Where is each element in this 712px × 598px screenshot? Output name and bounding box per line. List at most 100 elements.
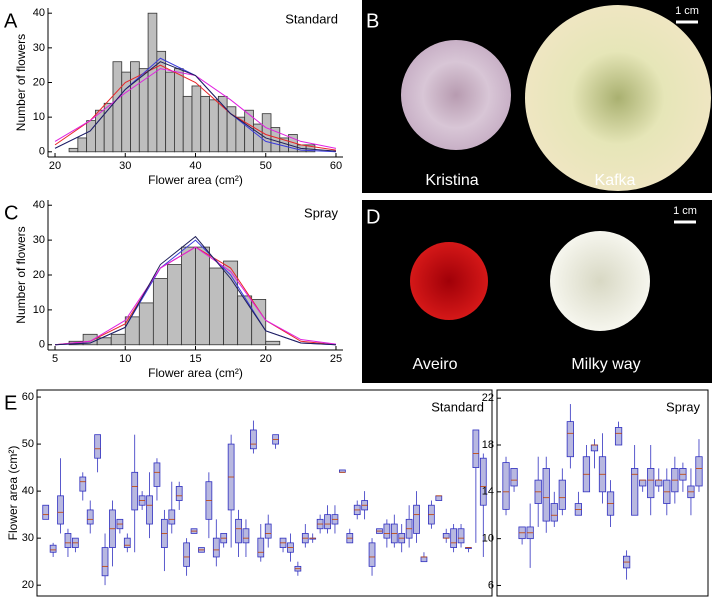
plot-frame [496, 389, 709, 597]
box [502, 462, 510, 510]
x-tick-label: 20 [49, 160, 61, 172]
bar [200, 95, 210, 153]
y-tick-label: 20 [22, 579, 34, 591]
y-tick-label: 0 [39, 339, 45, 351]
fit-curve [54, 235, 337, 346]
x-tick-label: 10 [119, 353, 131, 365]
bar [251, 299, 267, 346]
box [131, 471, 139, 511]
flower [525, 5, 711, 191]
y-tick-label: 22 [482, 392, 494, 404]
bar [191, 85, 202, 153]
box [550, 503, 558, 522]
box [264, 523, 272, 539]
annotation: Standard [285, 11, 338, 26]
box [631, 468, 639, 516]
box [175, 486, 183, 501]
y-tick-label: 30 [33, 234, 45, 246]
box [79, 476, 87, 492]
box [101, 547, 109, 577]
box [212, 537, 220, 558]
panel-label: D [366, 206, 380, 228]
photo-label: Milky way [571, 356, 640, 373]
bar [174, 68, 184, 153]
bar [226, 106, 237, 153]
bar [167, 264, 182, 346]
bar [68, 147, 79, 153]
y-tick-label: 18 [482, 439, 494, 451]
bar [103, 102, 114, 153]
box [123, 537, 131, 548]
plot-frame [36, 389, 493, 597]
bar [86, 120, 96, 153]
bar [223, 260, 239, 346]
bar [182, 95, 193, 153]
x-tick-label: 30 [119, 160, 131, 172]
box [146, 495, 153, 525]
y-tick-label: 60 [22, 391, 34, 403]
bar [138, 302, 154, 346]
y-tick-label: 10 [33, 111, 45, 123]
y-tick-label: 10 [33, 304, 45, 316]
y-axis-label: Number of flowers [14, 34, 28, 131]
box [655, 479, 663, 487]
y-tick-label: 0 [39, 146, 45, 158]
photo-label: Aveiro [412, 356, 457, 373]
box [42, 504, 50, 520]
annotation: Spray [304, 205, 338, 220]
bar [121, 71, 131, 153]
bar [110, 333, 126, 346]
annotation: Spray [666, 399, 700, 414]
panel-label: B [366, 10, 379, 32]
box [442, 533, 450, 539]
box [558, 479, 566, 510]
y-axis-label: Number of flowers [14, 226, 28, 323]
box [64, 533, 72, 548]
box [235, 518, 242, 544]
scale-label: 1 cm [675, 5, 699, 17]
x-tick-label: 40 [189, 160, 201, 172]
flower [550, 231, 650, 331]
annotation: Standard [431, 399, 484, 414]
box [510, 468, 518, 487]
photo-b: 1 cm Kristina Kafka [362, 0, 712, 193]
x-tick-label: 25 [330, 353, 342, 365]
box [472, 429, 480, 469]
bar [165, 71, 175, 153]
bar [130, 61, 140, 153]
box [695, 456, 703, 487]
x-tick-label: 5 [52, 353, 58, 365]
scale-label: 1 cm [673, 205, 697, 217]
y-tick-label: 30 [33, 42, 45, 54]
box [457, 528, 465, 544]
photo-d: 1 cm Aveiro Milky way [362, 200, 712, 383]
x-tick-label: 20 [260, 353, 272, 365]
photo-label: Kristina [425, 172, 478, 189]
y-tick-label: 14 [482, 486, 494, 498]
flower [410, 242, 488, 320]
bar [138, 68, 149, 153]
box [168, 509, 176, 525]
box [153, 462, 161, 487]
box [324, 514, 331, 530]
bar [77, 137, 88, 153]
box [250, 429, 257, 450]
box [647, 468, 655, 499]
y-tick-label: 50 [22, 438, 34, 450]
box [435, 495, 443, 501]
bar [112, 61, 123, 153]
x-tick-label: 60 [330, 160, 342, 172]
box [49, 544, 57, 553]
y-tick-label: 30 [22, 532, 34, 544]
box [420, 556, 428, 563]
y-tick-label: 10 [482, 533, 494, 545]
bar [288, 134, 298, 153]
box [368, 542, 376, 567]
bar [147, 12, 158, 153]
bar [181, 246, 196, 346]
panel-label: E [4, 392, 17, 414]
x-axis-label: Flower area (cm²) [148, 366, 243, 380]
box [242, 528, 250, 544]
box [94, 434, 101, 459]
